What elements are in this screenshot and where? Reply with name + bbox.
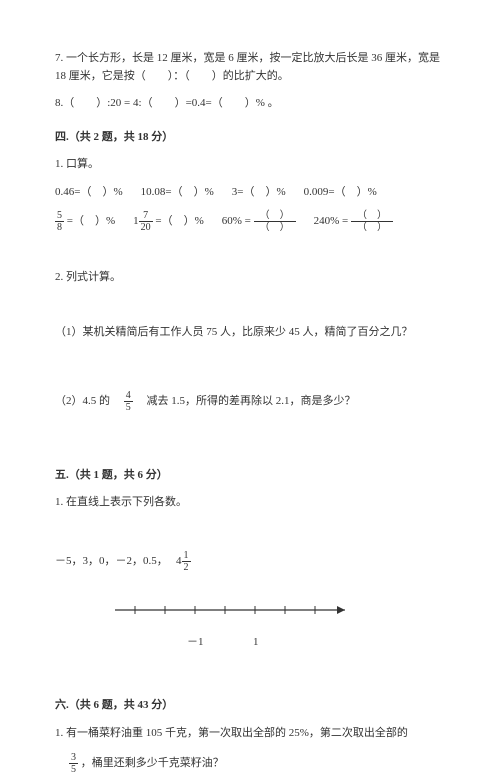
s5-numbers: －5，3，0，－2，0.5， 412 [55,550,445,573]
r2c2-eq: =（ ）% [153,215,204,227]
r2c3-a: 60% = [222,215,254,227]
r1c3: 3=（ ）% [232,184,286,202]
r2c1-eq: =（ ）% [64,215,115,227]
s6-q1: 1. 有一桶菜籽油重 105 千克，第一次取出全部的 25%，第二次取出全部的 [55,725,445,743]
frac-3-5: 35 [69,752,78,775]
r2c4: 240% = （ ）（ ） [314,210,393,233]
s4-q1: 1. 口算。 [55,156,445,174]
s4q2-2b: 减去 1.5，所得的差再除以 2.1，商是多少？ [136,395,356,407]
s6q1b-text: ，桶里还剩多少千克菜籽油？ [81,757,224,769]
section-4-header: 四.（共 2 题，共 18 分） [55,129,445,147]
s4q2-2a: （2）4.5 的 [55,395,121,407]
nl-minus1: －1 [187,634,204,652]
frac-1-2: 12 [182,550,191,573]
section-5-header: 五.（共 1 题，共 6 分） [55,467,445,485]
question-8: 8.（ ）:20 = 4:（ ）=0.4=（ ）% 。 [55,95,445,113]
r2c4-a: 240% = [314,215,351,227]
s4-q2: 2. 列式计算。 [55,269,445,287]
section-6-header: 六.（共 6 题，共 43 分） [55,697,445,715]
question-7: 7. 一个长方形，长是 12 厘米，宽是 6 厘米，按一定比放大后长是 36 厘… [55,50,445,85]
s5-q1: 1. 在直线上表示下列各数。 [55,494,445,512]
nl-plus1: 1 [253,634,259,652]
pfrac-240: （ ）（ ） [351,210,393,233]
frac-5-8: 58 [55,210,64,233]
s4-q2-1: （1）某机关精简后有工作人员 75 人，比原来少 45 人，精简了百分之几？ [55,324,445,342]
r1c2: 10.08=（ ）% [141,184,214,202]
calc-row-1: 0.46=（ ）% 10.08=（ ）% 3=（ ）% 0.009=（ ）% [55,184,445,202]
r2c3: 60% = （ ）（ ） [222,210,296,233]
r2c1: 58 =（ ）% [55,210,115,233]
frac-7-20: 720 [139,210,153,233]
s4-q2-2: （2）4.5 的 45 减去 1.5，所得的差再除以 2.1，商是多少？ [55,390,445,413]
number-line-svg [115,598,355,638]
s6-q1-cont: 35 ，桶里还剩多少千克菜籽油？ [69,752,445,775]
r1c4: 0.009=（ ）% [304,184,377,202]
pfrac-60: （ ）（ ） [254,210,296,233]
number-line: －1 1 [115,598,445,638]
s5-nums-text: －5，3，0，－2，0.5， [55,555,173,567]
calc-row-2: 58 =（ ）% 1720 =（ ）% 60% = （ ）（ ） 240% = … [55,210,445,233]
frac-4-5: 45 [124,390,133,413]
r2c2: 1720 =（ ）% [133,210,204,233]
r1c1: 0.46=（ ）% [55,184,123,202]
